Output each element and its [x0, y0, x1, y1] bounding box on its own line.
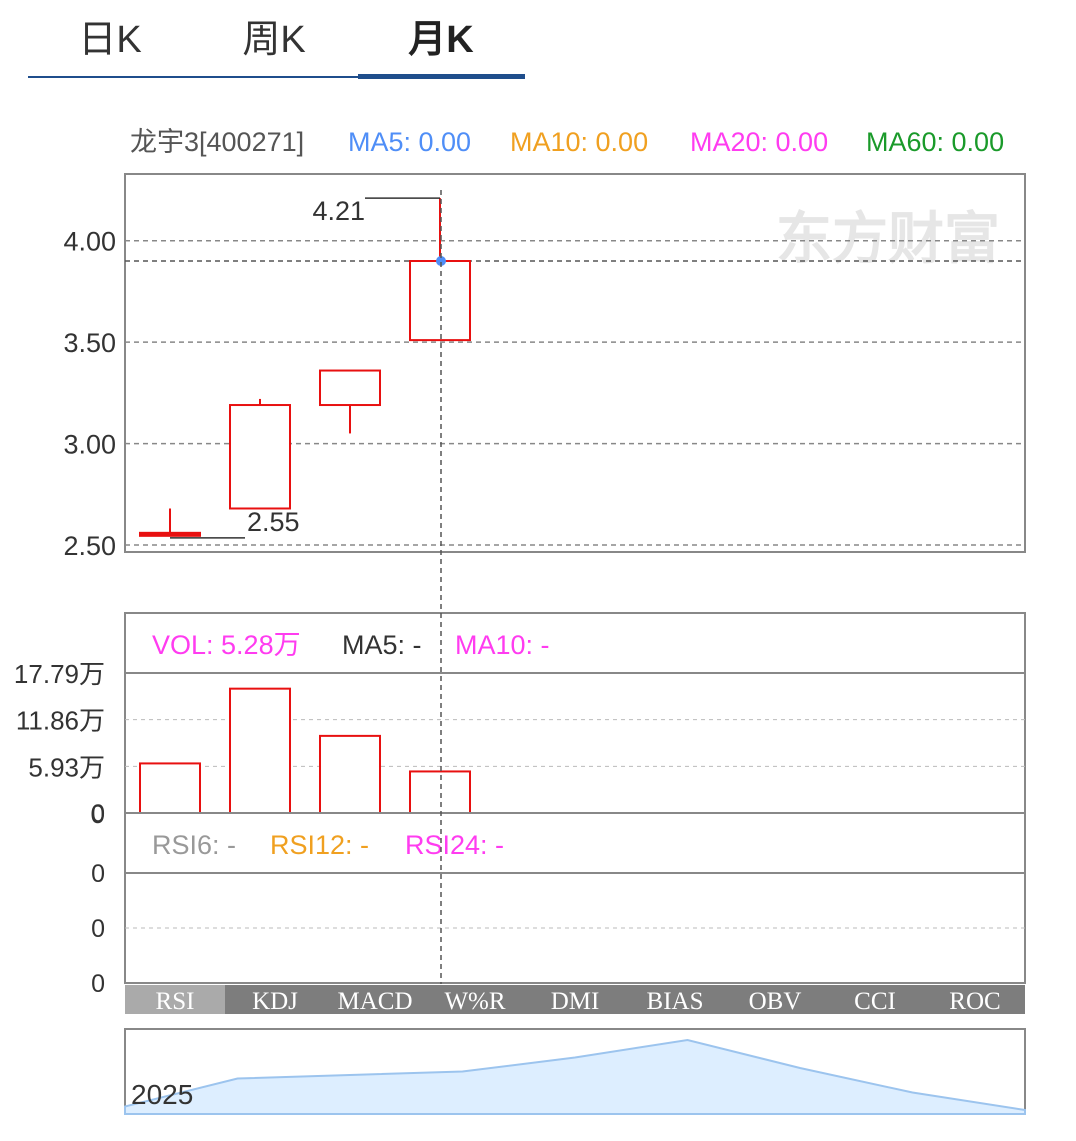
- ma60-label: MA60: 0.00: [866, 127, 1004, 157]
- rsi-panel-frame: [124, 812, 1026, 984]
- indicator-tab-roc[interactable]: ROC: [925, 985, 1025, 1015]
- tab-monthly-k[interactable]: 月K: [408, 19, 474, 61]
- indicator-tab-label: MACD: [337, 988, 412, 1015]
- indicator-tab-bg: [725, 985, 825, 1014]
- indicator-tab-obv[interactable]: OBV: [725, 985, 825, 1015]
- indicator-tabs: RSI KDJ MACD W%R DMI BIAS OBV CCI ROC: [125, 985, 1025, 1015]
- stock-name-code: 龙宇3[400271]: [130, 127, 304, 157]
- volume-bar[interactable]: [319, 734, 381, 815]
- price-panel-frame: [124, 173, 1026, 553]
- candle[interactable]: [319, 369, 381, 434]
- price-y-tick-label: 3.00: [63, 430, 116, 460]
- ma5-label: MA5: 0.00: [348, 127, 471, 157]
- volume-y-tick-label: 11.86万: [16, 706, 105, 736]
- low-marker-label: 2.55: [247, 507, 300, 537]
- watermark-logo: 东方财富: [776, 207, 1000, 270]
- indicator-tab-bg: [625, 985, 725, 1014]
- price-y-tick-label: 3.50: [63, 328, 116, 358]
- vol-ma10-label: MA10: -: [455, 630, 550, 660]
- candle-body: [319, 369, 381, 407]
- indicator-tab-bg: [125, 985, 225, 1014]
- indicator-tab-bg: [525, 985, 625, 1014]
- rsi6-label: RSI6: -: [152, 830, 236, 860]
- crosshair-dot: [436, 256, 446, 266]
- volume-panel: VOL: 5.28万 MA5: - MA10: - 17.79万 11.86万 5.…: [14, 612, 1026, 829]
- vol-ma5-label: MA5: -: [342, 630, 422, 660]
- volume-y-tick-label: 5.93万: [28, 752, 105, 782]
- ma10-label: MA10: 0.00: [510, 127, 648, 157]
- indicator-tab-dmi[interactable]: DMI: [525, 985, 625, 1015]
- indicator-tab-label: RSI: [156, 988, 195, 1015]
- high-marker-label: 4.21: [312, 196, 365, 226]
- indicator-tab-label: CCI: [854, 988, 896, 1015]
- period-tabs: 日K 周K 月K: [28, 0, 525, 80]
- volume-bar[interactable]: [409, 770, 471, 814]
- rsi-panel: RSI6: - RSI12: - RSI24: - 0 0 0 0: [91, 800, 1026, 998]
- vol-label: VOL: 5.28万: [152, 630, 301, 660]
- rsi24-label: RSI24: -: [405, 830, 504, 860]
- indicator-tab-label: KDJ: [252, 988, 298, 1015]
- volume-y-tick-label: 0: [91, 799, 105, 829]
- candle[interactable]: [409, 198, 471, 342]
- indicator-tab-bg: [425, 985, 525, 1014]
- indicator-tab-cci[interactable]: CCI: [825, 985, 925, 1015]
- rsi12-label: RSI12: -: [270, 830, 369, 860]
- tab-active-indicator: [358, 74, 525, 79]
- indicator-tab-bg: [225, 985, 325, 1014]
- tab-underline: [28, 76, 358, 78]
- indicator-tab-kdj[interactable]: KDJ: [225, 985, 325, 1015]
- indicator-tab-bg: [925, 985, 1025, 1014]
- price-panel: 东方财富 4.00 3.50 3.00 2.50 4.21 2.55: [63, 173, 1026, 561]
- indicator-tab-label: OBV: [749, 988, 802, 1015]
- indicator-tab-label: DMI: [551, 988, 600, 1015]
- indicator-tab-bg: [825, 985, 925, 1014]
- rsi-y-tick: 0: [91, 800, 105, 828]
- volume-bar[interactable]: [139, 762, 201, 814]
- navigator-area: [124, 1038, 1026, 1115]
- candle[interactable]: [229, 398, 291, 510]
- price-y-tick-label: 2.50: [63, 531, 116, 561]
- indicator-tab-macd[interactable]: MACD: [325, 985, 425, 1015]
- indicator-tab-rsi[interactable]: RSI: [125, 985, 225, 1015]
- rsi-y-tick: 0: [91, 970, 105, 998]
- volume-bar[interactable]: [229, 687, 291, 814]
- candle-body: [139, 531, 201, 537]
- navigator-panel[interactable]: 2025: [124, 1028, 1026, 1115]
- candle[interactable]: [139, 508, 201, 537]
- price-y-tick-label: 4.00: [63, 227, 116, 257]
- candle-body: [229, 404, 291, 510]
- navigator-year-label: 2025: [131, 1079, 193, 1110]
- indicator-tab-label: W%R: [444, 988, 505, 1015]
- tab-daily-k[interactable]: 日K: [78, 19, 142, 61]
- rsi-y-tick: 0: [91, 915, 105, 943]
- indicator-tab-label: ROC: [949, 988, 1000, 1015]
- ma20-label: MA20: 0.00: [690, 127, 828, 157]
- indicator-tab-label: BIAS: [647, 988, 704, 1015]
- indicator-tab-bias[interactable]: BIAS: [625, 985, 725, 1015]
- indicator-tab-wr[interactable]: W%R: [425, 985, 525, 1015]
- volume-y-tick-label: 17.79万: [14, 659, 105, 689]
- indicator-tab-bg: [325, 985, 425, 1014]
- rsi-y-tick: 0: [91, 860, 105, 888]
- candle-body: [409, 260, 471, 342]
- tab-weekly-k[interactable]: 周K: [242, 19, 306, 61]
